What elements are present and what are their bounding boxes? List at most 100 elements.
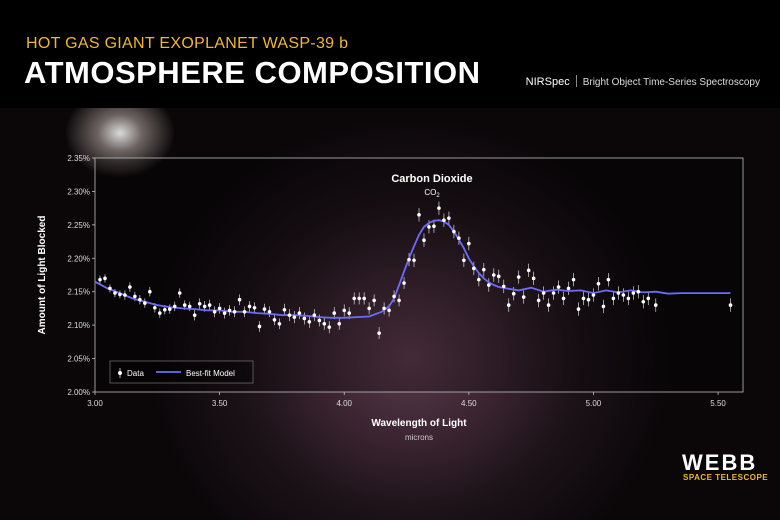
instrument-separator [575,75,577,87]
data-point [207,303,212,307]
y-tick-label: 2.10% [67,321,90,330]
data-point [491,273,496,277]
data-point [417,213,421,217]
y-axis-label: Amount of Light Blocked [37,216,48,335]
data-point [312,313,317,317]
data-point [521,295,526,299]
data-point [728,303,733,307]
data-point [347,311,352,315]
data-point [158,311,162,315]
data-point [242,309,247,314]
data-point [138,297,142,302]
annotation-label: Carbon Dioxide [391,173,472,185]
legend-model-label: Best-fit Model [186,369,235,378]
data-point [467,241,471,246]
annotation-formula-subscript: 2 [436,193,440,199]
data-point [98,277,102,282]
data-point [437,206,441,210]
data-point [212,309,217,314]
data-point [452,229,456,234]
data-point [561,296,566,301]
webb-tagline: SPACE TELESCOPE [683,473,769,482]
x-tick-label: 3.50 [212,399,228,408]
y-tick-label: 2.00% [67,388,90,397]
data-point [202,304,207,309]
star-glow [55,108,185,188]
legend-box [109,360,254,384]
data-point [113,291,117,295]
data-point [486,283,491,287]
x-tick-label: 5.50 [710,399,726,408]
data-point [641,299,646,304]
x-tick-label: 4.50 [461,399,477,408]
data-point [292,315,297,319]
instrument-mode: Bright Object Time-Series Spectroscopy [582,77,760,88]
data-point [108,286,112,291]
data-point [556,285,561,289]
y-axis: 2.00% 2.05% 2.10% 2.15% 2.20% 2.25% 2.30% 2.35% [67,154,95,397]
data-point [541,291,546,295]
y-tick-label: 2.25% [67,221,90,230]
figure-subtitle: HOT GAS GIANT EXOPLANET WASP-39 b [26,35,349,52]
data-point [412,258,416,263]
data-point [576,307,581,311]
data-point [148,289,152,294]
data-point [611,296,616,301]
data-point [422,238,426,243]
data-point [447,216,451,220]
data-point [192,313,197,317]
instrument-label: NIRSpec Bright Object Time-Series Spectro… [526,75,760,88]
data-point [477,277,481,282]
data-point [287,313,292,317]
data-point [516,275,521,279]
data-point [591,293,596,297]
data-point [217,306,222,311]
data-point [103,276,107,281]
data-point [631,291,636,295]
y-tick-label: 2.35% [67,154,90,163]
data-point [407,257,411,262]
data-point [531,276,536,281]
data-point [551,291,556,295]
data-point [327,325,332,329]
data-point [566,286,571,291]
data-point [442,218,446,222]
y-tick-label: 2.05% [67,355,90,364]
data-point [536,298,541,303]
data-point [546,303,551,307]
data-point [307,320,312,324]
data-point [482,267,486,272]
data-point [177,291,182,295]
data-point [282,307,287,312]
data-point [506,303,511,307]
webb-logo: WEBB [682,450,758,475]
data-point [397,298,401,303]
data-point [596,281,601,286]
data-point [232,309,237,314]
data-point [222,311,227,315]
data-point [626,296,631,301]
data-point [496,274,501,279]
data-point [526,268,531,273]
data-point [462,258,466,263]
data-point [636,289,641,294]
plot-frame [94,157,744,393]
data-point [252,305,257,310]
data-point [367,306,371,311]
data-point [182,303,187,307]
data-point [352,296,357,301]
y-tick-label: 2.15% [67,288,90,297]
data-point [118,292,122,297]
data-point [362,296,366,301]
legend-data-marker [118,371,122,375]
data-point [317,318,322,323]
data-points [98,206,733,335]
x-axis: 3.00 3.50 4.00 4.50 5.00 5.50 [87,392,726,408]
data-point [581,296,586,301]
data-point [272,317,277,322]
data-point [172,304,177,309]
x-tick-label: 3.00 [87,399,103,408]
data-point [237,297,242,302]
data-point [621,293,626,297]
